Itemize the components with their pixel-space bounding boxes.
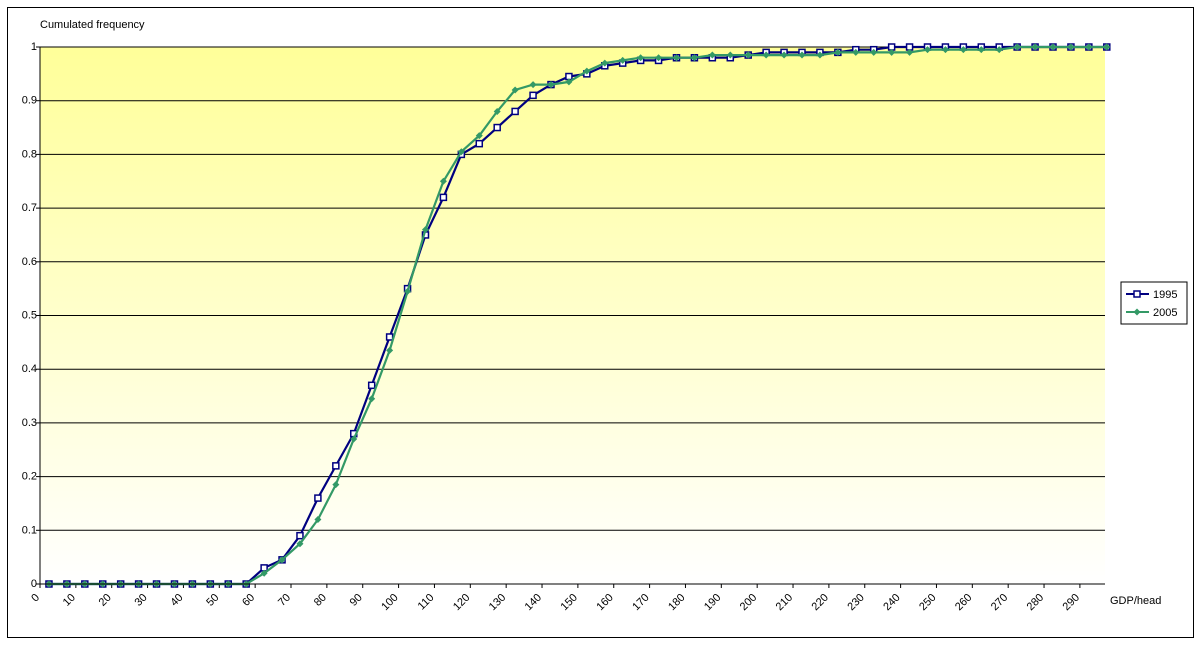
marker	[493, 107, 501, 115]
marker	[959, 46, 967, 54]
legend-marker	[1133, 290, 1141, 298]
marker	[296, 531, 304, 540]
y-tick-label: 0.5	[22, 310, 37, 322]
y-tick-label: 0.2	[22, 471, 37, 483]
marker	[314, 494, 322, 502]
marker	[708, 51, 716, 59]
marker	[475, 132, 483, 140]
marker	[583, 67, 591, 75]
marker	[565, 78, 573, 86]
marker	[780, 51, 788, 59]
marker	[798, 51, 806, 59]
marker	[332, 462, 340, 470]
marker	[332, 481, 340, 489]
marker	[726, 51, 734, 59]
marker	[924, 46, 931, 54]
marker	[1067, 43, 1075, 51]
legend-label: 2005	[1153, 307, 1177, 319]
marker	[493, 123, 501, 132]
marker	[439, 193, 448, 202]
marker	[368, 395, 376, 403]
marker	[1103, 43, 1111, 51]
marker	[1085, 43, 1093, 51]
marker	[386, 346, 394, 354]
marker	[744, 51, 752, 59]
y-tick-label: 0.1	[22, 524, 37, 536]
marker	[404, 287, 412, 295]
marker	[834, 48, 842, 56]
marker	[367, 381, 376, 390]
marker	[888, 48, 896, 56]
marker	[637, 54, 645, 62]
chart-title: Cumulated frequency	[40, 19, 145, 31]
marker	[672, 54, 680, 62]
legend-marker	[1133, 308, 1141, 316]
y-tick-label: 0.9	[22, 95, 37, 107]
marker	[457, 148, 465, 156]
marker	[1049, 43, 1057, 51]
legend-label: 1995	[1153, 289, 1177, 301]
marker	[852, 48, 860, 56]
marker	[1031, 43, 1039, 51]
marker	[655, 54, 663, 62]
y-tick-label: 0.3	[22, 417, 37, 429]
marker	[385, 333, 394, 341]
y-tick-label: 0.4	[22, 363, 37, 375]
marker	[995, 46, 1003, 54]
legend-box	[1120, 281, 1188, 325]
marker	[421, 226, 429, 234]
marker	[816, 51, 824, 59]
marker	[870, 48, 878, 56]
marker	[529, 91, 537, 100]
marker	[762, 51, 770, 59]
marker	[529, 81, 537, 89]
marker	[260, 569, 268, 577]
marker	[941, 46, 949, 54]
marker	[511, 107, 519, 116]
marker	[278, 556, 286, 564]
marker	[439, 177, 447, 185]
marker	[619, 56, 627, 64]
marker	[475, 139, 484, 148]
marker	[314, 516, 322, 524]
marker	[1013, 43, 1021, 51]
y-tick-label: 0.8	[22, 148, 37, 160]
marker	[977, 46, 985, 54]
y-tick-label: 0.7	[22, 202, 37, 214]
marker	[350, 435, 358, 443]
y-tick-label: 0.6	[22, 256, 37, 268]
marker	[601, 59, 609, 67]
marker	[547, 81, 555, 89]
x-axis-label: GDP/head	[1110, 595, 1161, 607]
y-tick-label: 0	[31, 578, 37, 590]
marker	[296, 540, 304, 548]
y-tick-label: 1	[31, 41, 37, 53]
marker	[511, 86, 519, 94]
marker	[906, 48, 914, 56]
marker	[690, 54, 698, 62]
